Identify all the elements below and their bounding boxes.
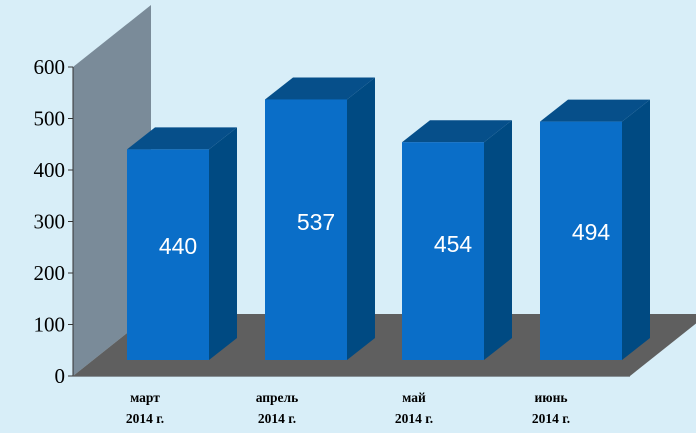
x-tick-label: 2014 г.: [532, 411, 570, 426]
y-tick-label: 600: [34, 55, 66, 79]
data-label: 494: [572, 219, 611, 245]
bar-top: [127, 127, 237, 150]
bar: [402, 142, 484, 360]
y-tick-label: 500: [34, 107, 66, 131]
x-tick-label: май: [402, 390, 426, 405]
bar-side: [484, 120, 512, 360]
bar: [540, 121, 622, 360]
x-tick-label: июнь: [534, 390, 567, 405]
bar-top: [540, 99, 650, 122]
bar-side: [347, 77, 375, 360]
y-tick-label: 300: [34, 210, 66, 234]
data-label: 537: [297, 209, 335, 235]
labels: 440 537 454 494 март 2014 г. апрель 2014 г. май 2…: [126, 209, 611, 426]
y-tick-label: 200: [34, 261, 66, 285]
x-tick-label: 2014 г.: [126, 411, 164, 426]
bar: [265, 99, 347, 360]
data-label: 454: [434, 231, 473, 257]
y-tick-label: 100: [34, 313, 66, 337]
x-tick-label: март: [130, 390, 160, 405]
y-tick-label: 400: [34, 158, 66, 182]
bar: [127, 149, 209, 360]
bars: [127, 77, 650, 361]
bar-side: [209, 127, 237, 361]
bar-top: [265, 77, 375, 100]
y-tick-label: 0: [55, 364, 66, 388]
bar-side: [622, 99, 650, 360]
x-tick-label: апрель: [256, 390, 299, 405]
x-tick-label: 2014 г.: [395, 411, 433, 426]
bar-top: [402, 120, 512, 143]
data-label: 440: [159, 233, 197, 259]
x-tick-label: 2014 г.: [258, 411, 296, 426]
